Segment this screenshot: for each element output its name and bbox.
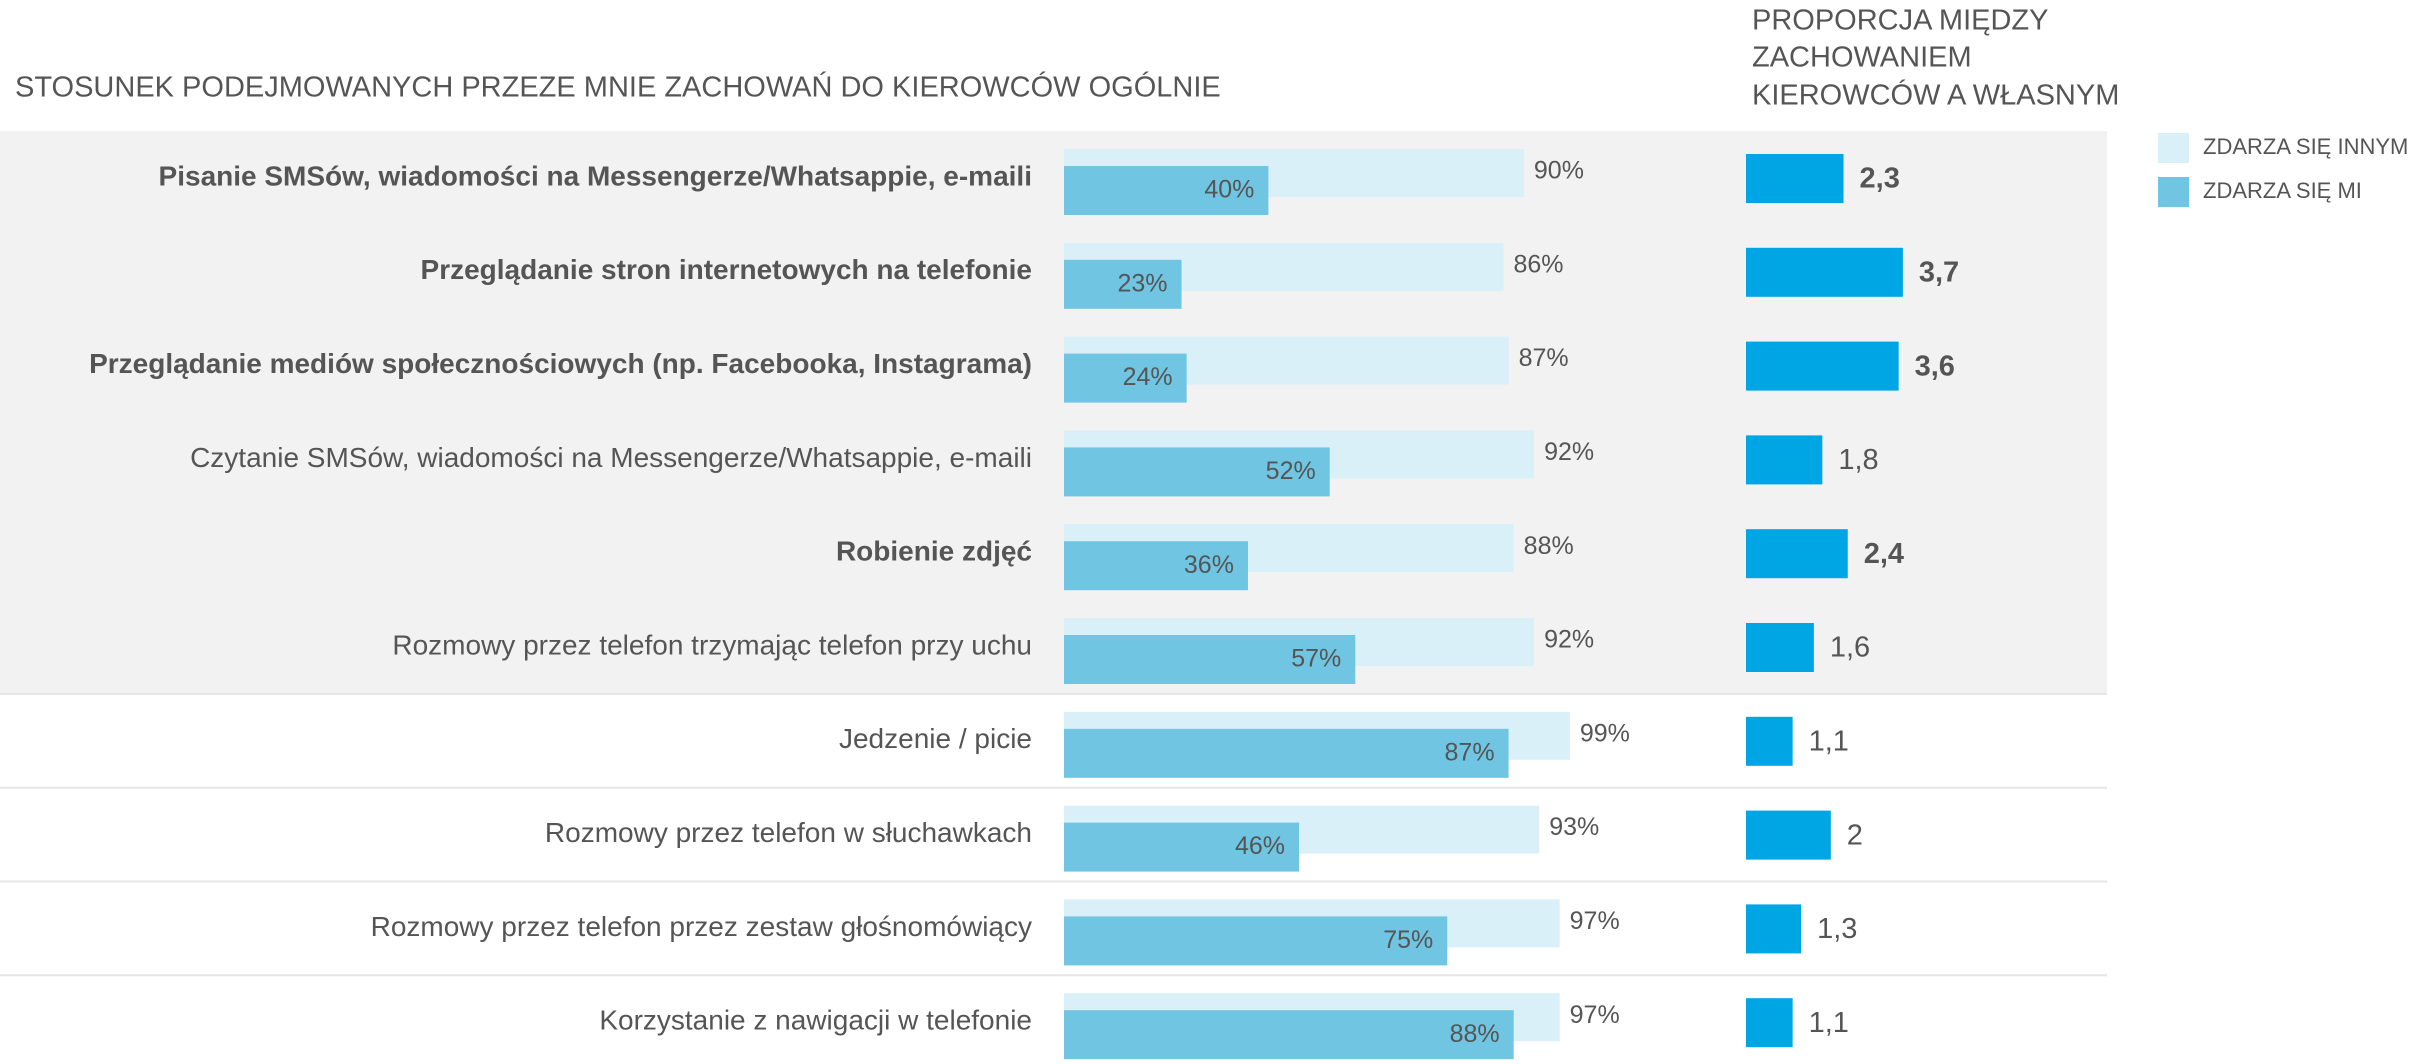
- bar-me: [1064, 447, 1330, 497]
- ratio-label: 1,6: [1830, 632, 1870, 664]
- value-label: 23%: [1117, 269, 1167, 297]
- value-label: 92%: [1544, 626, 1594, 654]
- ratio-title: ZACHOWANIEM: [1752, 42, 1972, 74]
- ratio-label: 1,3: [1817, 913, 1857, 945]
- ratio-bar: [1746, 998, 1793, 1048]
- category-label: Pisanie SMSów, wiadomości na Messengerze…: [159, 160, 1032, 191]
- category-label: Rozmowy przez telefon w słuchawkach: [545, 817, 1032, 848]
- category-label: Rozmowy przez telefon przez zestaw głośn…: [371, 911, 1032, 942]
- legend-swatch: [2158, 177, 2189, 207]
- ratio-label: 1,8: [1838, 444, 1878, 476]
- value-label: 24%: [1123, 363, 1173, 391]
- ratio-title: PROPORCJA MIĘDZY: [1752, 5, 2049, 37]
- bar-me: [1064, 728, 1509, 778]
- chart-title: STOSUNEK PODEJMOWANYCH PRZEZE MNIE ZACHO…: [15, 71, 1221, 104]
- value-label: 46%: [1235, 832, 1285, 860]
- ratio-label: 1,1: [1809, 725, 1849, 757]
- ratio-bar: [1746, 341, 1899, 391]
- value-label: 97%: [1570, 1001, 1620, 1029]
- bar-me: [1064, 166, 1269, 215]
- value-label: 92%: [1544, 438, 1594, 466]
- value-label: 86%: [1513, 250, 1563, 278]
- category-label: Czytanie SMSów, wiadomości na Messengerz…: [190, 442, 1032, 473]
- value-label: 90%: [1534, 157, 1584, 185]
- value-label: 87%: [1445, 738, 1495, 766]
- ratio-bar: [1746, 810, 1831, 860]
- bar-me: [1064, 259, 1182, 309]
- ratio-bar: [1746, 435, 1823, 485]
- ratio-label: 2,4: [1864, 538, 1904, 570]
- value-label: 88%: [1450, 1020, 1500, 1048]
- value-label: 36%: [1184, 551, 1234, 579]
- legend-label: ZDARZA SIĘ MI: [2203, 178, 2362, 203]
- ratio-label: 3,6: [1915, 350, 1955, 382]
- value-label: 57%: [1291, 645, 1341, 673]
- legend-swatch: [2158, 133, 2189, 163]
- bar-me: [1064, 353, 1187, 403]
- ratio-bar: [1746, 529, 1848, 579]
- value-label: 87%: [1519, 344, 1569, 372]
- category-label: Korzystanie z nawigacji w telefonie: [599, 1005, 1032, 1036]
- category-label: Przeglądanie mediów społecznościowych (n…: [89, 348, 1032, 379]
- ratio-bar: [1746, 154, 1844, 203]
- ratio-title: KIEROWCÓW A WŁASNYM: [1752, 79, 2119, 112]
- ratio-label: 1,1: [1809, 1007, 1849, 1039]
- value-label: 75%: [1383, 926, 1433, 954]
- bar-me: [1064, 635, 1356, 684]
- category-label: Jedzenie / picie: [839, 723, 1032, 754]
- ratio-label: 3,7: [1919, 256, 1959, 288]
- ratio-label: 2: [1847, 819, 1863, 851]
- ratio-bar: [1746, 623, 1814, 672]
- value-label: 93%: [1549, 813, 1599, 841]
- ratio-bar: [1746, 716, 1793, 766]
- value-label: 40%: [1204, 176, 1254, 204]
- category-label: Przeglądanie stron internetowych na tele…: [421, 254, 1032, 285]
- bar-me: [1064, 1010, 1514, 1060]
- bar-me: [1064, 822, 1300, 872]
- category-label: Robienie zdjęć: [836, 536, 1032, 567]
- value-label: 97%: [1570, 907, 1620, 935]
- value-label: 52%: [1266, 457, 1316, 485]
- ratio-bar: [1746, 247, 1903, 297]
- legend-label: ZDARZA SIĘ INNYM: [2203, 134, 2408, 159]
- value-label: 99%: [1580, 719, 1630, 747]
- value-label: 88%: [1524, 532, 1574, 560]
- bar-me: [1064, 916, 1448, 966]
- ratio-label: 2,3: [1860, 163, 1900, 195]
- category-label: Rozmowy przez telefon trzymając telefon …: [392, 629, 1032, 660]
- ratio-bar: [1746, 904, 1802, 954]
- bar-me: [1064, 541, 1248, 591]
